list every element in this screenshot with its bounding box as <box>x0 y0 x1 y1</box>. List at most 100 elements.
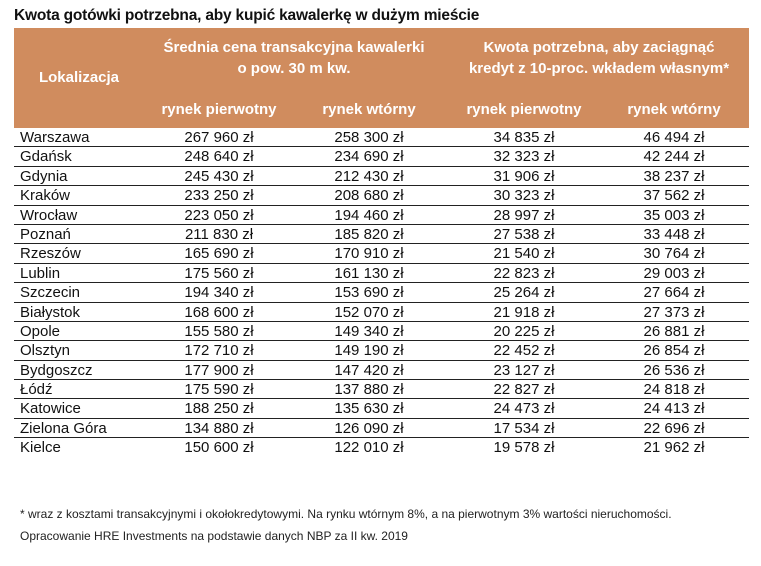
table-row: Olsztyn 172 710 zł 149 190 zł 22 452 zł 26 8… <box>14 341 749 361</box>
cell-cash-secondary: 46 494 zł <box>643 129 705 146</box>
cell-price-primary: 134 880 zł <box>184 419 254 437</box>
cell-price-secondary: 258 300 zł <box>334 129 404 146</box>
header-location: Lokalizacja <box>38 69 120 86</box>
cell-cash-secondary: 27 664 zł <box>643 284 705 302</box>
table-row: Rzeszów 165 690 zł 170 910 zł 21 540 zł 30 7… <box>14 244 749 264</box>
cell-cash-secondary: 21 962 zł <box>643 439 705 457</box>
cell-price-primary: 150 600 zł <box>184 439 254 457</box>
table-row: Gdynia 245 430 zł 212 430 zł 31 906 zł 38 23… <box>14 167 749 187</box>
cell-price-secondary: 194 460 zł <box>334 206 404 224</box>
cell-cash-primary: 30 323 zł <box>493 187 555 205</box>
table-row: Białystok 168 600 zł 152 070 zł 21 918 zł 27… <box>14 303 749 322</box>
header-group-price-line2: o pow. 30 m kw. <box>237 60 351 77</box>
cell-location: Kraków <box>20 187 71 205</box>
cell-cash-primary: 21 540 zł <box>493 245 555 263</box>
cell-price-primary: 194 340 zł <box>184 284 254 302</box>
cell-cash-primary: 21 918 zł <box>493 303 555 321</box>
header-cash-primary: rynek pierwotny <box>466 101 582 118</box>
cell-cash-primary: 22 827 zł <box>493 381 555 399</box>
cell-cash-secondary: 24 818 zł <box>643 381 705 399</box>
header-cash-secondary: rynek wtórny <box>627 101 721 118</box>
table-row: Kraków 233 250 zł 208 680 zł 30 323 zł 37 56… <box>14 186 749 206</box>
cell-cash-primary: 25 264 zł <box>493 284 555 302</box>
cell-location: Bydgoszcz <box>20 361 93 379</box>
cell-location: Gdańsk <box>20 148 72 166</box>
cell-price-primary: 177 900 zł <box>184 361 254 379</box>
cell-location: Zielona Góra <box>20 419 107 437</box>
cell-cash-secondary: 26 536 zł <box>643 361 705 379</box>
cell-price-primary: 223 050 zł <box>184 206 254 224</box>
cell-price-secondary: 122 010 zł <box>334 439 404 457</box>
cell-cash-primary: 34 835 zł <box>493 129 555 146</box>
table-row: Poznań 211 830 zł 185 820 zł 27 538 zł 33 44… <box>14 225 749 245</box>
header-group-cash-line1: Kwota potrzebna, aby zaciągnąć <box>483 39 715 56</box>
cell-price-primary: 165 690 zł <box>184 245 254 263</box>
cell-price-primary: 248 640 zł <box>184 148 254 166</box>
table-row: Kielce 150 600 zł 122 010 zł 19 578 zł 21 96… <box>14 438 749 457</box>
cell-location: Białystok <box>20 303 81 321</box>
cell-price-primary: 245 430 zł <box>184 167 254 185</box>
cell-price-secondary: 152 070 zł <box>334 303 404 321</box>
table-body: Warszawa 267 960 zł 258 300 zł 34 835 zł 46 … <box>14 128 749 458</box>
cell-location: Kielce <box>20 439 61 457</box>
table-header: Lokalizacja Średnia cena transakcyjna ka… <box>14 28 749 128</box>
cell-cash-primary: 32 323 zł <box>493 148 555 166</box>
cell-cash-secondary: 37 562 zł <box>643 187 705 205</box>
cell-price-secondary: 135 630 zł <box>334 400 404 418</box>
cell-price-secondary: 126 090 zł <box>334 419 404 437</box>
cell-cash-primary: 23 127 zł <box>493 361 555 379</box>
cell-cash-secondary: 26 881 zł <box>643 322 705 340</box>
cell-cash-primary: 17 534 zł <box>493 419 555 437</box>
footnote: * wraz z kosztami transakcyjnymi i około… <box>20 507 672 521</box>
cell-price-primary: 175 590 zł <box>184 381 254 399</box>
cell-cash-primary: 31 906 zł <box>493 167 555 185</box>
cell-location: Poznań <box>20 225 71 243</box>
cell-price-secondary: 147 420 zł <box>334 361 404 379</box>
source-note: Opracowanie HRE Investments na podstawie… <box>20 529 408 543</box>
table-row: Gdańsk 248 640 zł 234 690 zł 32 323 zł 42 24… <box>14 147 749 167</box>
cell-price-secondary: 185 820 zł <box>334 225 404 243</box>
cell-cash-secondary: 24 413 zł <box>643 400 705 418</box>
cell-cash-primary: 28 997 zł <box>493 206 555 224</box>
cell-location: Olsztyn <box>20 342 71 360</box>
cell-cash-secondary: 22 696 zł <box>643 419 705 437</box>
cell-price-primary: 267 960 zł <box>184 129 254 146</box>
table-row: Katowice 188 250 zł 135 630 zł 24 473 zł 24 … <box>14 399 749 419</box>
cell-cash-secondary: 27 373 zł <box>643 303 705 321</box>
cell-location: Warszawa <box>20 129 90 146</box>
table-row: Lublin 175 560 zł 161 130 zł 22 823 zł 29 00… <box>14 264 749 284</box>
cell-price-secondary: 170 910 zł <box>334 245 404 263</box>
table-row: Bydgoszcz 177 900 zł 147 420 zł 23 127 zł 26… <box>14 361 749 381</box>
cell-price-primary: 188 250 zł <box>184 400 254 418</box>
cell-location: Rzeszów <box>20 245 81 263</box>
header-group-cash-line2: kredyt z 10-proc. wkładem własnym* <box>468 60 730 77</box>
cell-cash-primary: 27 538 zł <box>493 225 555 243</box>
cell-price-primary: 168 600 zł <box>184 303 254 321</box>
table-row: Warszawa 267 960 zł 258 300 zł 34 835 zł 46 … <box>14 128 749 148</box>
cell-location: Szczecin <box>20 284 81 302</box>
cell-price-primary: 172 710 zł <box>184 342 254 360</box>
header-group-price-line1: Średnia cena transakcyjna kawalerki <box>163 39 425 56</box>
cell-price-secondary: 137 880 zł <box>334 381 404 399</box>
cell-cash-secondary: 30 764 zł <box>643 245 705 263</box>
header-price-secondary: rynek wtórny <box>322 101 416 118</box>
cell-location: Opole <box>20 322 61 340</box>
cell-location: Katowice <box>20 400 81 418</box>
cell-price-secondary: 161 130 zł <box>334 264 404 282</box>
table-row: Szczecin 194 340 zł 153 690 zł 25 264 zł 27 … <box>14 283 749 303</box>
cell-price-primary: 211 830 zł <box>184 225 254 243</box>
cell-cash-primary: 19 578 zł <box>493 439 555 457</box>
cell-price-secondary: 153 690 zł <box>334 284 404 302</box>
table-row: Łódź 175 590 zł 137 880 zł 22 827 zł 24 818 … <box>14 380 749 400</box>
table-row: Wrocław 223 050 zł 194 460 zł 28 997 zł 35 0… <box>14 206 749 225</box>
cell-cash-primary: 24 473 zł <box>493 400 555 418</box>
table-title: Kwota gotówki potrzebna, aby kupić kawal… <box>14 7 480 24</box>
cell-location: Gdynia <box>20 167 68 185</box>
cell-price-secondary: 149 190 zł <box>334 342 404 360</box>
cell-cash-secondary: 29 003 zł <box>643 264 705 282</box>
cell-cash-primary: 22 452 zł <box>493 342 555 360</box>
header-price-primary: rynek pierwotny <box>161 101 277 118</box>
cell-price-secondary: 208 680 zł <box>334 187 404 205</box>
cell-price-secondary: 234 690 zł <box>334 148 404 166</box>
cell-price-secondary: 149 340 zł <box>334 322 404 340</box>
